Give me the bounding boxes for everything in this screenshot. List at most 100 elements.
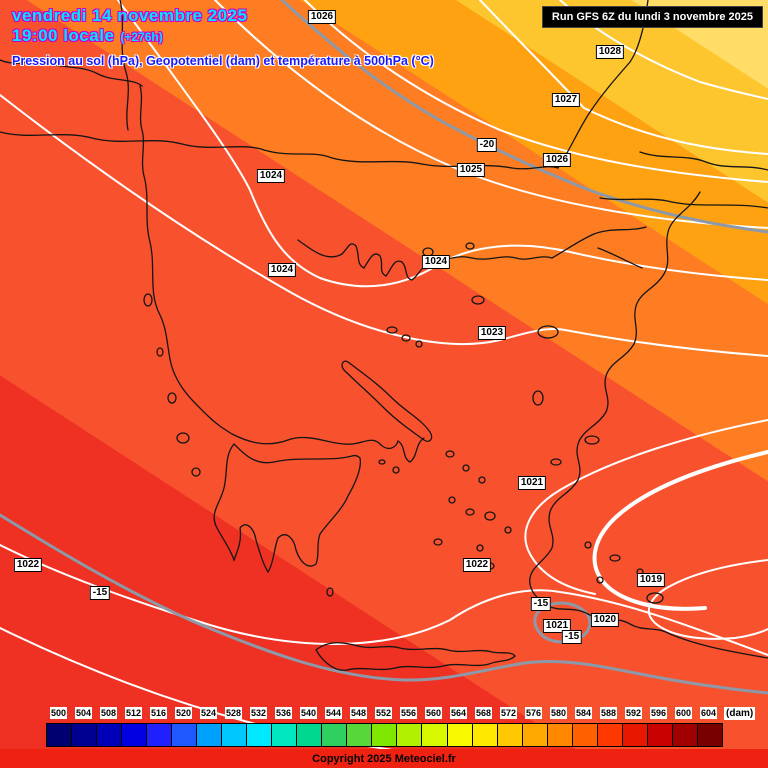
island-outline xyxy=(532,390,544,406)
coastline-path xyxy=(639,151,768,171)
island-outline xyxy=(596,576,604,584)
legend-color-cell xyxy=(197,724,223,746)
legend-tick: 604 xyxy=(699,707,718,719)
legend-tick: 596 xyxy=(649,707,668,719)
geopotential-contour xyxy=(592,450,768,611)
time-line: 19:00 locale xyxy=(12,26,115,45)
coastline-path xyxy=(213,443,362,574)
legend-tick: 524 xyxy=(199,707,218,719)
island-outline xyxy=(401,334,411,342)
temperature-label: -15 xyxy=(561,630,583,644)
island-outline xyxy=(484,511,496,521)
island-outline xyxy=(191,467,201,477)
legend-color-cell xyxy=(422,724,448,746)
legend-unit-label: (dam) xyxy=(724,707,756,720)
island-outline xyxy=(167,392,177,404)
legend-tick: 600 xyxy=(674,707,693,719)
coastline-path xyxy=(341,360,433,442)
coastline-path xyxy=(231,433,425,463)
geopotential-contour xyxy=(304,0,768,183)
coastline-path xyxy=(149,241,233,435)
island-outline xyxy=(392,466,400,474)
legend-color-bar xyxy=(46,723,723,747)
run-info-box: Run GFS 6Z du lundi 3 novembre 2025 xyxy=(541,6,763,28)
legend-color-cell xyxy=(322,724,348,746)
island-outline xyxy=(378,459,386,465)
coastline-path xyxy=(599,197,768,209)
legend-color-cell xyxy=(147,724,173,746)
geopotential-contour xyxy=(0,94,768,357)
legend-color-cell xyxy=(522,724,548,746)
temperature-label: -15 xyxy=(89,586,111,600)
legend-color-cell xyxy=(47,724,73,746)
pressure-label: 1022 xyxy=(13,558,43,572)
island-outline xyxy=(646,592,664,604)
geopotential-contour xyxy=(117,0,768,288)
temperature-contour xyxy=(0,513,768,695)
pressure-label: 1028 xyxy=(595,45,625,59)
pressure-label: 1026 xyxy=(542,153,572,167)
legend-tick: 568 xyxy=(474,707,493,719)
temperature-label: -15 xyxy=(530,597,552,611)
island-outline xyxy=(445,450,455,458)
map-subtitle: Pression au sol (hPa), Geopotentiel (dam… xyxy=(12,54,434,68)
legend-tick: 556 xyxy=(399,707,418,719)
legend-color-cell xyxy=(97,724,123,746)
legend-tick: 572 xyxy=(499,707,518,719)
geopotential-contour xyxy=(524,419,768,595)
pressure-label: 1019 xyxy=(636,573,666,587)
legend-color-cell xyxy=(672,724,698,746)
legend-color-cell xyxy=(222,724,248,746)
legend-tick: 560 xyxy=(424,707,443,719)
coastlines xyxy=(0,0,768,671)
legend-tick: 504 xyxy=(74,707,93,719)
pressure-label: 1022 xyxy=(462,558,492,572)
legend-tick-row: 500 504 508 512 516 520 524 528 532 536 540 544 548 5… xyxy=(46,707,721,719)
legend-color-cell xyxy=(697,724,722,746)
pressure-label: 1026 xyxy=(307,10,337,24)
legend-tick: 576 xyxy=(524,707,543,719)
legend-color-cell xyxy=(372,724,398,746)
island-outline xyxy=(386,326,398,334)
border-path xyxy=(0,0,649,170)
island-outline xyxy=(448,496,456,504)
legend-tick: 516 xyxy=(149,707,168,719)
legend-color-cell xyxy=(247,724,273,746)
coastline-path xyxy=(297,226,647,281)
legend-color-cell xyxy=(272,724,298,746)
island-outline xyxy=(143,293,153,307)
island-outline xyxy=(176,432,190,444)
legend-color-cell xyxy=(547,724,573,746)
geopotential-contour xyxy=(479,0,768,155)
island-outline xyxy=(504,526,512,534)
geopotential-contour xyxy=(647,559,768,640)
legend-color-cell xyxy=(497,724,523,746)
legend-tick: 520 xyxy=(174,707,193,719)
legend-tick: 552 xyxy=(374,707,393,719)
legend-color-cell xyxy=(297,724,323,746)
temperature-label: -20 xyxy=(476,138,498,152)
legend-tick: 548 xyxy=(349,707,368,719)
pressure-label: 1021 xyxy=(517,476,547,490)
legend-color-cell xyxy=(622,724,648,746)
title-block: vendredi 14 novembre 2025 19:00 locale (+… xyxy=(12,6,434,68)
legend-tick: 592 xyxy=(624,707,643,719)
island-outline xyxy=(415,340,423,348)
pressure-label: 1020 xyxy=(590,613,620,627)
island-outline xyxy=(471,295,485,305)
island-outline xyxy=(478,476,486,484)
island-outline xyxy=(156,347,164,357)
legend-tick: 540 xyxy=(299,707,318,719)
legend-color-cell xyxy=(72,724,98,746)
island-outline xyxy=(462,464,470,472)
border-path xyxy=(0,59,41,64)
forecast-offset: (+276h) xyxy=(120,30,163,44)
legend-tick: 584 xyxy=(574,707,593,719)
island-outline xyxy=(465,242,475,250)
island-outline xyxy=(476,544,484,552)
pressure-label: 1021 xyxy=(542,619,572,633)
pressure-label: 1025 xyxy=(456,163,486,177)
